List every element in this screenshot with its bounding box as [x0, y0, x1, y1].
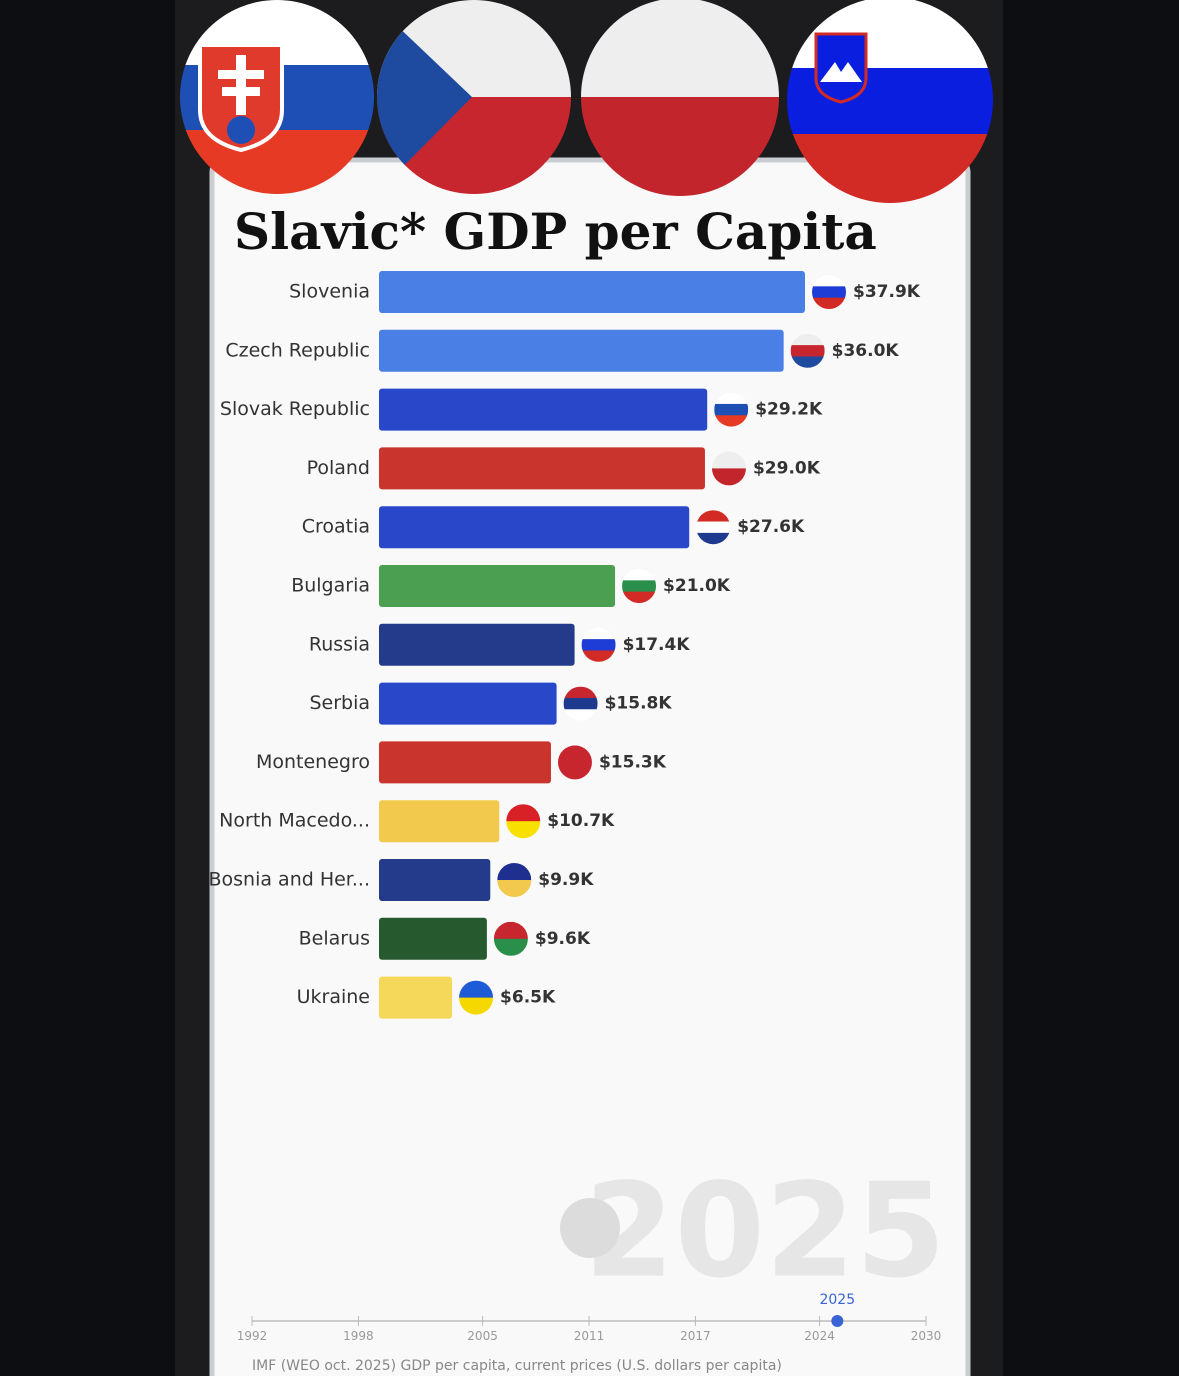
bar — [379, 447, 705, 490]
chart-title: Slavic* GDP per Capita — [234, 202, 877, 261]
category-label: Poland — [307, 457, 370, 479]
value-label: $36.0K — [832, 341, 900, 361]
source: IMF (WEO oct. 2025) GDP per capita, curr… — [252, 1358, 782, 1374]
value-label: $17.4K — [623, 635, 691, 655]
timeline-tick-label: 2030 — [911, 1329, 942, 1343]
mini-flag-stripe — [558, 745, 592, 780]
value-label: $29.0K — [753, 458, 821, 478]
mini-flag-stripe — [582, 628, 616, 640]
mini-flag-stripe — [714, 415, 748, 427]
mini-flag-stripe — [714, 393, 748, 405]
category-label: Croatia — [302, 516, 370, 538]
bar — [379, 388, 708, 431]
mini-flag-stripe — [564, 698, 598, 710]
value-label: $15.8K — [605, 694, 673, 714]
timeline-tick-label: 2011 — [574, 1329, 605, 1343]
bar — [379, 800, 500, 843]
bar — [379, 976, 453, 1019]
bar — [379, 565, 616, 607]
mini-flag-stripe — [696, 510, 730, 522]
mini-flag-stripe — [791, 345, 825, 357]
mini-flag-stripe — [506, 804, 540, 822]
value-label: $9.6K — [535, 929, 591, 949]
mini-flag-stripe — [791, 356, 825, 368]
bar — [379, 917, 487, 960]
category-label: Russia — [309, 633, 370, 655]
mini-flag-stripe — [582, 639, 616, 651]
mini-flag-stripe — [582, 650, 616, 662]
value-label: $27.6K — [737, 517, 805, 537]
timeline-current-label: 2025 — [819, 1292, 855, 1308]
value-label: $10.7K — [547, 811, 615, 831]
mini-flag-stripe — [791, 334, 825, 346]
bar — [379, 271, 805, 313]
category-label: Czech Republic — [225, 339, 370, 361]
mini-flag-stripe — [714, 404, 748, 416]
mini-flag-stripe — [812, 275, 846, 287]
mini-flag-stripe — [696, 533, 730, 545]
timeline-tick-label: 2017 — [680, 1329, 711, 1343]
category-label: Slovak Republic — [220, 398, 370, 420]
mini-flag-stripe — [497, 863, 531, 881]
category-label: Slovenia — [289, 281, 370, 303]
bar — [379, 859, 491, 901]
mini-flag-stripe — [622, 580, 656, 592]
flag-slovenia — [787, 0, 993, 203]
timeline-marker — [831, 1315, 844, 1327]
timeline-tick-label: 2005 — [467, 1329, 498, 1343]
mini-flag-stripe — [696, 522, 730, 534]
mini-flag-stripe — [812, 298, 846, 310]
value-label: $6.5K — [500, 988, 556, 1008]
mini-flag-stripe — [564, 687, 598, 699]
category-label: North Macedo... — [219, 810, 370, 832]
mini-flag-stripe — [459, 998, 493, 1016]
bar — [379, 741, 551, 784]
year-watermark: 2025 — [584, 1155, 946, 1307]
category-label: Ukraine — [297, 986, 370, 1008]
value-label: $29.2K — [755, 400, 823, 420]
mini-flag-stripe — [506, 821, 540, 839]
bar — [379, 329, 784, 372]
mini-flag-stripe — [494, 922, 528, 940]
mini-flag-stripe — [812, 286, 846, 298]
bar — [379, 506, 690, 549]
category-label: Bosnia and Her... — [208, 869, 370, 891]
mini-flag-stripe — [494, 939, 528, 957]
mini-flag-stripe — [622, 569, 656, 581]
watermark-icon — [560, 1198, 620, 1258]
timeline-tick-label: 2024 — [804, 1329, 835, 1343]
value-label: $21.0K — [663, 576, 731, 596]
value-label: $15.3K — [599, 752, 667, 772]
mini-flag-stripe — [497, 880, 531, 898]
mini-flag-stripe — [564, 709, 598, 721]
bar — [379, 682, 557, 725]
timeline-tick-label: 1992 — [237, 1329, 268, 1343]
value-label: $37.9K — [853, 282, 921, 302]
mini-flag-stripe — [712, 451, 746, 469]
mini-flag-stripe — [712, 468, 746, 486]
value-label: $9.9K — [538, 870, 594, 890]
timeline-tick-label: 1998 — [343, 1329, 374, 1343]
mini-flag-stripe — [622, 592, 656, 604]
category-label: Belarus — [299, 927, 370, 949]
category-label: Bulgaria — [291, 575, 370, 597]
bar — [379, 623, 575, 666]
mini-flag-stripe — [459, 981, 493, 999]
category-label: Montenegro — [256, 751, 370, 773]
category-label: Serbia — [309, 692, 370, 714]
